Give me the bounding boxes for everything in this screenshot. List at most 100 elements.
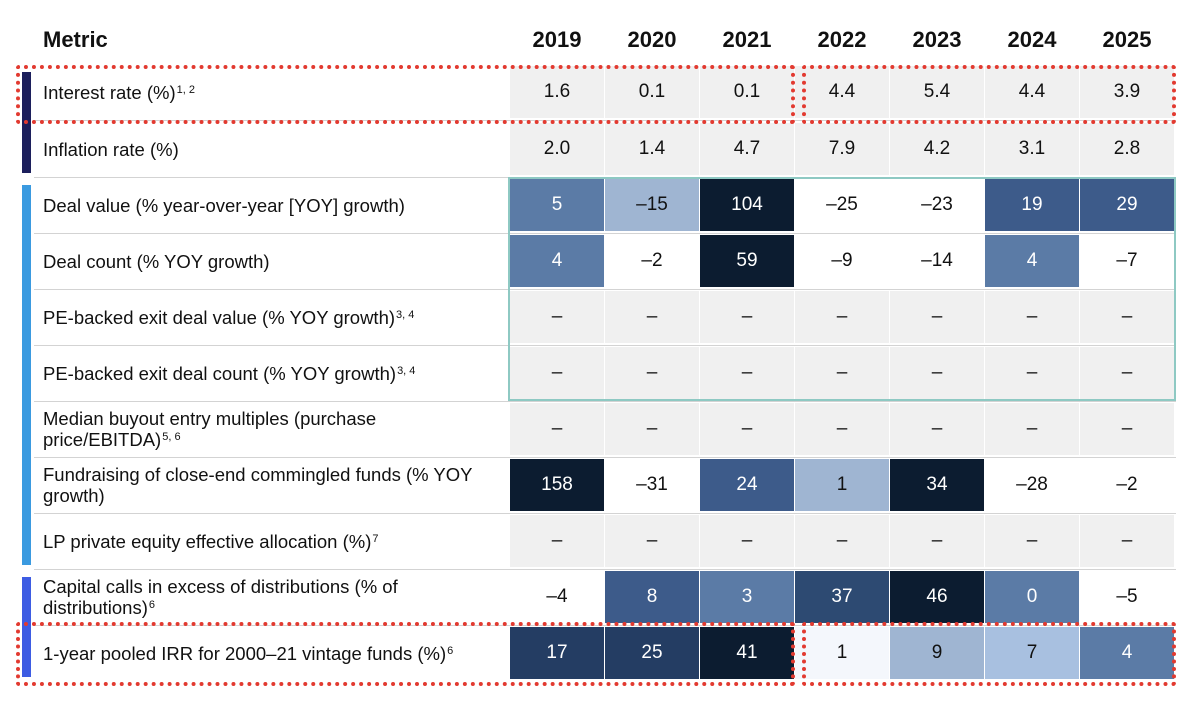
value-cell-2021: 41 <box>700 627 794 679</box>
highlight-irr-2022-2025 <box>802 622 1176 686</box>
value-cell-2024: 4 <box>985 235 1079 287</box>
footnote-marker: 1, 2 <box>176 83 195 96</box>
table-row: LP private equity effective allocation (… <box>0 513 1200 569</box>
metric-label-text: Deal value (% year-over-year [YOY] growt… <box>43 195 493 216</box>
row-divider <box>34 457 1176 458</box>
metric-label-text: Median buyout entry multiples (purchase … <box>43 408 493 450</box>
highlight-interest-2022-2025 <box>802 65 1176 124</box>
value-cell-2023: – <box>890 291 984 343</box>
value-cell-2019: 17 <box>510 627 604 679</box>
metric-name: Inflation rate (%) <box>43 138 179 160</box>
deal-metrics-outline <box>508 177 1176 401</box>
value-cell-2024: 7 <box>985 627 1079 679</box>
footnote-marker: 3, 4 <box>397 364 416 377</box>
metric-label: Deal count (% YOY growth) <box>43 233 493 289</box>
metric-name: Median buyout entry multiples (purchase … <box>43 408 377 450</box>
metric-label: Capital calls in excess of distributions… <box>43 569 493 625</box>
value-cell-2019: 158 <box>510 459 604 511</box>
metric-label: LP private equity effective allocation (… <box>43 513 493 569</box>
metric-label: Interest rate (%)1, 2 <box>43 64 493 120</box>
year-header-2025: 2025 <box>1102 27 1152 52</box>
value-cell-2022: – <box>795 403 889 455</box>
table-row: Median buyout entry multiples (purchase … <box>0 401 1200 457</box>
value-cell-2021: – <box>700 291 794 343</box>
metric-label-text: Deal count (% YOY growth) <box>43 251 493 272</box>
value-cell-2021: 4.7 <box>700 123 794 175</box>
value-cell-2023: 46 <box>890 571 984 623</box>
value-cell-2023: –23 <box>890 179 984 231</box>
value-cell-2021: – <box>700 515 794 567</box>
value-cell-2019: – <box>510 403 604 455</box>
value-cell-2020: 25 <box>605 627 699 679</box>
value-cell-2024: – <box>985 291 1079 343</box>
value-cell-2024: 3.1 <box>985 123 1079 175</box>
value-cell-2025: 2.8 <box>1080 123 1174 175</box>
value-cell-2020: – <box>605 403 699 455</box>
value-cell-2023: – <box>890 403 984 455</box>
table-row: 1-year pooled IRR for 2000–21 vintage fu… <box>0 625 1200 681</box>
value-cell-2025: 3.9 <box>1080 66 1174 118</box>
value-cell-2025: –2 <box>1080 459 1174 511</box>
value-cell-2025: –7 <box>1080 235 1174 287</box>
value-cell-2025: – <box>1080 515 1174 567</box>
highlight-interest-2019-2021 <box>16 65 795 124</box>
value-cell-2022: – <box>795 515 889 567</box>
value-cell-2025: –5 <box>1080 571 1174 623</box>
value-cell-2019: 4 <box>510 235 604 287</box>
highlight-irr-2019-2021 <box>16 622 795 686</box>
value-cell-2021: – <box>700 403 794 455</box>
metric-label: Median buyout entry multiples (purchase … <box>43 401 493 457</box>
table-row: Inflation rate (%) 2.0 1.4 4.7 7.9 4.2 3.1 2.8 <box>0 121 1200 177</box>
year-header-2019: 2019 <box>532 27 582 52</box>
metric-name: PE-backed exit deal value (% YOY growth) <box>43 306 396 328</box>
value-cell-2019: – <box>510 515 604 567</box>
year-header-2020: 2020 <box>627 27 677 52</box>
metric-label-text: Inflation rate (%) <box>43 139 493 160</box>
value-cell-2019: 1.6 <box>510 66 604 118</box>
value-cell-2019: 5 <box>510 179 604 231</box>
year-header-2024: 2024 <box>1007 27 1057 52</box>
metric-label-text: 1-year pooled IRR for 2000–21 vintage fu… <box>43 643 493 664</box>
row-divider <box>34 569 1176 570</box>
metric-name: PE-backed exit deal count (% YOY growth) <box>43 362 397 384</box>
value-cell-2025: – <box>1080 403 1174 455</box>
metric-label-text: LP private equity effective allocation (… <box>43 531 493 552</box>
footnote-marker: 7 <box>372 532 379 545</box>
metric-label: Deal value (% year-over-year [YOY] growt… <box>43 177 493 233</box>
row-divider <box>34 345 1176 346</box>
table-row: Deal value (% year-over-year [YOY] growt… <box>0 177 1200 233</box>
row-divider <box>34 401 1176 402</box>
value-cell-2023: 4.2 <box>890 123 984 175</box>
metric-label-text: Interest rate (%)1, 2 <box>43 82 493 103</box>
value-cell-2023: – <box>890 515 984 567</box>
value-cell-2021: – <box>700 347 794 399</box>
value-cell-2023: –14 <box>890 235 984 287</box>
value-cell-2021: 3 <box>700 571 794 623</box>
value-cell-2025: – <box>1080 347 1174 399</box>
value-cell-2022: 4.4 <box>795 66 889 118</box>
value-cell-2022: 37 <box>795 571 889 623</box>
metric-name: 1-year pooled IRR for 2000–21 vintage fu… <box>43 642 447 664</box>
row-divider <box>34 289 1176 290</box>
value-cell-2020: 0.1 <box>605 66 699 118</box>
footnote-marker: 6 <box>447 644 454 657</box>
value-cell-2023: 34 <box>890 459 984 511</box>
footnote-marker: 3, 4 <box>396 308 415 321</box>
value-cell-2024: 19 <box>985 179 1079 231</box>
metric-column-header: Metric <box>43 27 108 52</box>
row-divider <box>34 233 1176 234</box>
footnote-marker: 5, 6 <box>162 431 181 443</box>
metric-label: Inflation rate (%) <box>43 121 493 177</box>
value-cell-2022: 7.9 <box>795 123 889 175</box>
group-bar-performance <box>22 577 31 677</box>
value-cell-2025: – <box>1080 291 1174 343</box>
value-cell-2021: 0.1 <box>700 66 794 118</box>
value-cell-2025: 29 <box>1080 179 1174 231</box>
value-cell-2022: – <box>795 347 889 399</box>
table-row: Interest rate (%)1, 2 1.6 0.1 0.1 4.4 5.4 4.4 3… <box>0 64 1200 120</box>
value-cell-2022: – <box>795 291 889 343</box>
table-row: Deal count (% YOY growth) 4 –2 59 –9 –14 4 –7 <box>0 233 1200 289</box>
metric-label-text: PE-backed exit deal count (% YOY growth)… <box>43 363 493 384</box>
metric-label-text: Fundraising of close-end commingled fund… <box>43 464 493 506</box>
value-cell-2023: 5.4 <box>890 66 984 118</box>
